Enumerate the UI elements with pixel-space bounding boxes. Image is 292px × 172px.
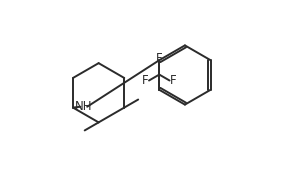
Text: F: F [170, 74, 177, 87]
Text: NH: NH [75, 100, 92, 113]
Text: F: F [156, 52, 163, 65]
Text: F: F [142, 74, 149, 87]
